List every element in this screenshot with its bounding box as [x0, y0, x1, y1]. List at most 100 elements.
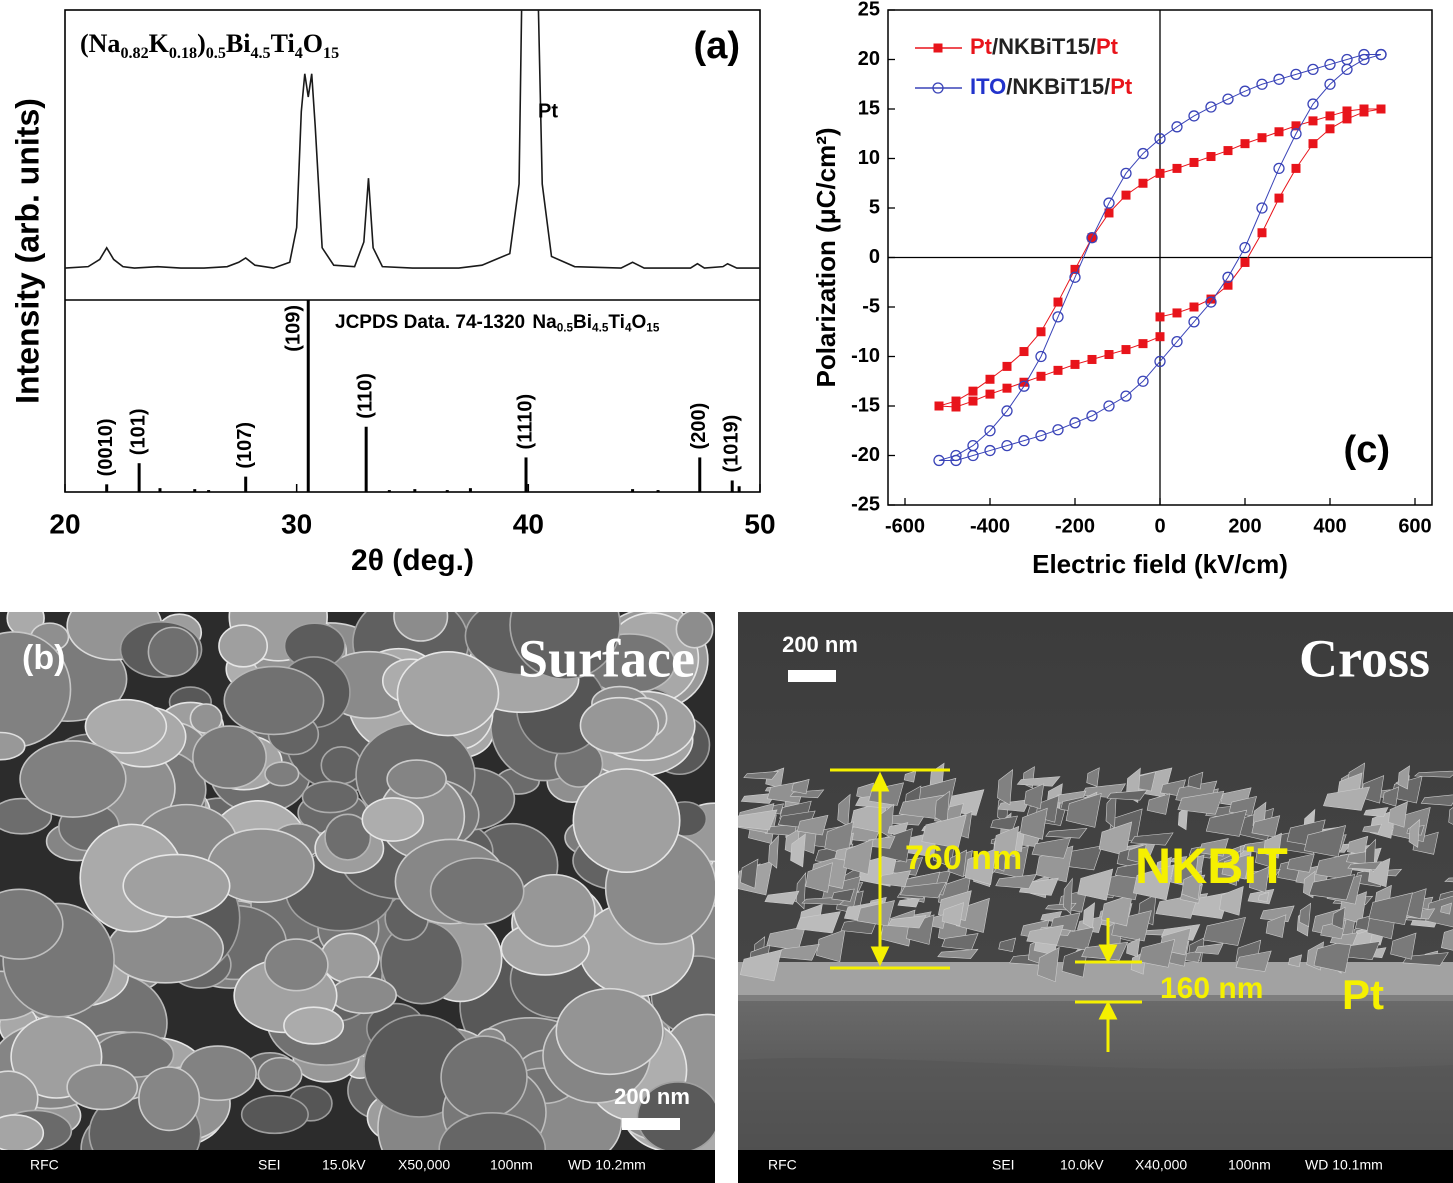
film-grain: [1263, 832, 1282, 859]
film-grain: [805, 862, 833, 893]
marker: [1341, 63, 1353, 76]
legend-label: ITO/NKBiT15/Pt: [970, 74, 1133, 99]
film-grain: [898, 794, 946, 819]
film-grain: [937, 948, 979, 959]
film-grain: [1363, 807, 1389, 817]
x-tick-label: -600: [885, 515, 925, 537]
arrow-head: [1098, 944, 1118, 964]
marker: [1240, 257, 1250, 267]
marker: [1325, 124, 1335, 134]
film-grain: [856, 900, 895, 927]
film-grain: [1077, 868, 1114, 901]
film-grain: [1082, 902, 1095, 929]
film-grain: [764, 890, 800, 905]
film-grain: [1308, 874, 1356, 901]
marker: [1239, 85, 1251, 97]
marker: [1001, 405, 1013, 417]
y-tick-label: -20: [851, 444, 880, 466]
marker: [1121, 190, 1131, 200]
marker: [951, 396, 961, 406]
film-grain: [1194, 943, 1224, 955]
film-art: [738, 762, 1453, 983]
y-tick-label: -10: [851, 345, 880, 367]
marker: [1256, 78, 1268, 90]
reference-compound: Na0.5Bi4.5Ti4O15: [532, 312, 659, 335]
marker: [1256, 202, 1268, 214]
marker: [951, 402, 961, 412]
marker: [1290, 68, 1302, 80]
legend-label: Pt/NKBiT15/Pt: [970, 34, 1119, 59]
film-grain: [1408, 818, 1421, 848]
peak-label: (101): [127, 408, 149, 455]
marker: [1342, 106, 1352, 116]
marker: [1103, 400, 1115, 412]
x-axis-title: 2θ (deg.): [351, 544, 474, 577]
plot-frame: [64, 9, 761, 493]
marker: [1376, 104, 1386, 114]
marker: [1137, 375, 1149, 387]
peak-label: (107): [234, 422, 256, 469]
film-grain: [1181, 870, 1202, 901]
grain: [66, 1064, 139, 1111]
marker: [1155, 312, 1165, 322]
film-grain: [948, 849, 967, 878]
marker: [1001, 439, 1013, 452]
grain: [122, 853, 231, 918]
marker: [1257, 133, 1267, 143]
film-grain: [790, 833, 806, 868]
film-grain: [1016, 776, 1061, 787]
grain: [320, 932, 380, 984]
film-grain: [1362, 823, 1382, 834]
film-grain: [897, 897, 921, 908]
y-tick-label: 20: [858, 48, 880, 70]
film-grain: [1420, 794, 1453, 806]
marker: [1104, 208, 1114, 218]
peak-label: (200): [688, 403, 710, 450]
marker: [1155, 168, 1165, 178]
marker: [1019, 347, 1029, 357]
x-tick-label: 20: [49, 508, 80, 539]
film-grain: [993, 825, 1020, 858]
arrow-head: [1098, 1000, 1118, 1020]
marker: [1257, 228, 1267, 238]
reference-database: JCPDS Data. 74-1320: [335, 312, 525, 333]
info-text: 10.0kV: [1060, 1157, 1104, 1173]
panel-label: (c): [1344, 429, 1390, 471]
y-tick-label: 10: [858, 147, 880, 169]
film-grain: [1127, 843, 1147, 864]
info-text: WD 10.2mm: [568, 1157, 646, 1173]
grain: [283, 1006, 345, 1045]
grain: [240, 1094, 309, 1135]
marker: [1036, 371, 1046, 381]
info-text: 15.0kV: [322, 1157, 366, 1173]
marker: [1274, 127, 1284, 137]
marker: [1273, 162, 1285, 175]
x-tick-label: 40: [513, 508, 544, 539]
peak-annotation: Pt: [538, 100, 558, 122]
layer-label: Pt: [1342, 971, 1384, 1018]
marker: [1171, 121, 1183, 133]
overlay: (b) Surface 200 nm Cross 200 nm 760 nm N…: [0, 628, 1453, 1183]
formula: (Na0.82K0.18)0.5Bi4.5Ti4O15: [80, 29, 339, 62]
film-grain: [1045, 827, 1088, 839]
film-grain: [1444, 877, 1453, 883]
grain: [0, 731, 26, 761]
grain: [0, 888, 64, 960]
marker: [1052, 311, 1064, 323]
x-tick-label: 30: [281, 508, 312, 539]
marker: [1307, 98, 1319, 110]
info-text: 100nm: [490, 1157, 533, 1173]
film-grain: [964, 848, 997, 885]
marker: [985, 389, 995, 399]
film-grain: [738, 809, 778, 831]
film-grain: [739, 949, 782, 982]
marker: [1018, 380, 1030, 392]
grain: [324, 813, 372, 861]
film-grain: [1106, 789, 1148, 801]
film-grain: [998, 937, 1017, 953]
film-grain: [1322, 786, 1371, 811]
grain: [138, 1066, 201, 1132]
film-grain: [1138, 938, 1176, 968]
film-grain: [1397, 765, 1410, 790]
marker: [1019, 377, 1029, 387]
